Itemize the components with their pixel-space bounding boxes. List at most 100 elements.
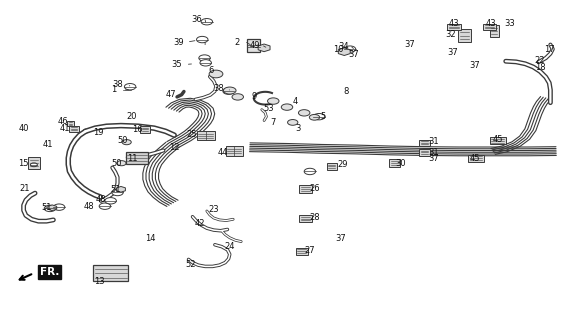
- Circle shape: [112, 189, 123, 196]
- Text: 30: 30: [395, 159, 406, 168]
- Text: 53: 53: [263, 104, 274, 113]
- FancyBboxPatch shape: [458, 29, 471, 43]
- Text: 37: 37: [348, 50, 359, 59]
- Text: FR.: FR.: [40, 267, 59, 277]
- Circle shape: [105, 197, 117, 204]
- Text: 13: 13: [94, 277, 104, 286]
- FancyBboxPatch shape: [419, 140, 429, 146]
- Circle shape: [304, 168, 316, 175]
- FancyBboxPatch shape: [67, 121, 74, 126]
- FancyBboxPatch shape: [126, 152, 149, 164]
- FancyBboxPatch shape: [196, 131, 215, 140]
- Circle shape: [298, 110, 310, 116]
- Text: 46: 46: [57, 116, 68, 126]
- FancyBboxPatch shape: [389, 159, 401, 167]
- FancyBboxPatch shape: [327, 163, 337, 170]
- Text: 41: 41: [42, 140, 53, 148]
- FancyBboxPatch shape: [69, 125, 79, 132]
- Text: 31: 31: [428, 137, 439, 146]
- Polygon shape: [117, 187, 125, 192]
- Text: 3: 3: [296, 124, 301, 132]
- Text: 48: 48: [84, 202, 94, 211]
- Text: 38: 38: [113, 80, 123, 89]
- Text: 44: 44: [218, 148, 228, 156]
- Text: 43: 43: [486, 19, 496, 28]
- Text: 25: 25: [187, 130, 197, 139]
- Text: 39: 39: [173, 38, 184, 47]
- Text: 35: 35: [172, 60, 183, 69]
- Text: 37: 37: [428, 154, 439, 163]
- Text: 36: 36: [191, 15, 202, 24]
- Circle shape: [44, 205, 56, 212]
- Circle shape: [117, 161, 126, 166]
- Text: 32: 32: [445, 30, 456, 39]
- Text: 22: 22: [535, 56, 545, 65]
- Text: 1: 1: [111, 85, 117, 94]
- Polygon shape: [48, 205, 57, 211]
- FancyBboxPatch shape: [299, 215, 312, 222]
- Text: 15: 15: [18, 159, 29, 168]
- Text: 50: 50: [118, 136, 128, 145]
- Text: 31: 31: [428, 148, 439, 156]
- Circle shape: [309, 115, 320, 120]
- FancyBboxPatch shape: [299, 185, 312, 194]
- Circle shape: [313, 114, 325, 120]
- Text: 5: 5: [320, 112, 325, 121]
- FancyBboxPatch shape: [468, 155, 484, 162]
- Text: 28: 28: [309, 213, 320, 222]
- FancyBboxPatch shape: [28, 157, 40, 169]
- Text: 7: 7: [270, 118, 276, 127]
- FancyBboxPatch shape: [419, 149, 429, 156]
- Circle shape: [200, 60, 211, 66]
- Text: 17: 17: [544, 45, 554, 54]
- Circle shape: [125, 84, 136, 90]
- Circle shape: [223, 87, 236, 94]
- Text: 41: 41: [60, 124, 70, 132]
- Text: 47: 47: [166, 90, 177, 99]
- Text: 51: 51: [110, 185, 121, 194]
- Circle shape: [344, 46, 356, 52]
- Text: 8: 8: [344, 87, 349, 96]
- Text: 40: 40: [18, 124, 29, 132]
- FancyBboxPatch shape: [140, 126, 150, 133]
- Text: 50: 50: [111, 159, 122, 168]
- FancyBboxPatch shape: [490, 137, 506, 144]
- FancyBboxPatch shape: [94, 265, 128, 281]
- Text: 52: 52: [185, 260, 196, 269]
- Text: 23: 23: [208, 205, 219, 214]
- Text: 37: 37: [404, 40, 415, 49]
- Circle shape: [30, 163, 37, 167]
- Text: 51: 51: [41, 203, 52, 212]
- Text: 11: 11: [127, 154, 138, 163]
- Text: 6: 6: [209, 66, 214, 75]
- Polygon shape: [258, 44, 270, 52]
- Text: 34: 34: [338, 42, 348, 52]
- Text: 48: 48: [96, 195, 106, 204]
- Text: 20: 20: [126, 113, 137, 122]
- Text: 2: 2: [235, 38, 240, 47]
- Text: 24: 24: [224, 242, 235, 251]
- FancyBboxPatch shape: [247, 39, 259, 52]
- Text: 4: 4: [292, 97, 298, 106]
- Circle shape: [232, 94, 243, 100]
- Text: 14: 14: [145, 234, 156, 243]
- Text: 18: 18: [535, 63, 545, 72]
- Circle shape: [122, 140, 131, 145]
- Circle shape: [99, 203, 111, 209]
- FancyBboxPatch shape: [296, 248, 308, 255]
- Text: 45: 45: [470, 154, 480, 163]
- Text: 49: 49: [250, 41, 260, 51]
- Text: 37: 37: [469, 60, 480, 69]
- Circle shape: [196, 36, 208, 43]
- Circle shape: [288, 120, 298, 125]
- Circle shape: [267, 98, 279, 104]
- Text: 21: 21: [20, 184, 30, 193]
- Text: 38: 38: [213, 84, 224, 93]
- Text: 29: 29: [338, 160, 348, 169]
- Text: 26: 26: [309, 184, 320, 193]
- Text: 19: 19: [93, 128, 103, 137]
- FancyBboxPatch shape: [490, 25, 499, 37]
- FancyBboxPatch shape: [226, 146, 243, 156]
- Circle shape: [53, 204, 65, 210]
- Text: 10: 10: [333, 45, 344, 54]
